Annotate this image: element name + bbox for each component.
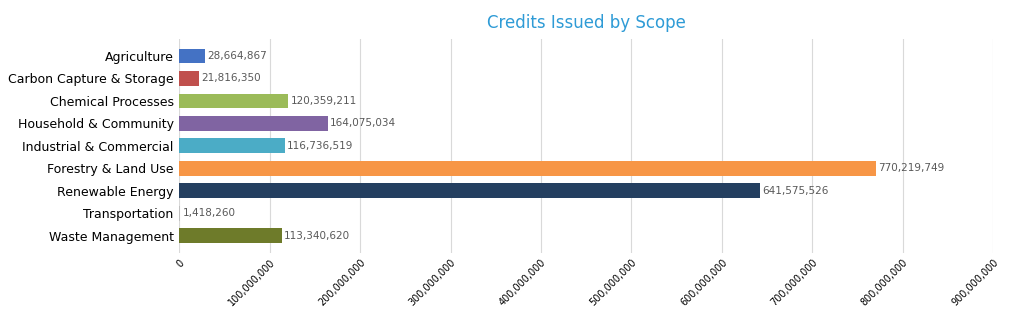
Bar [179,116,328,131]
Bar [179,138,285,153]
Text: 116,736,519: 116,736,519 [288,141,353,151]
Text: 1,418,260: 1,418,260 [183,208,236,218]
Title: Credits Issued by Scope: Credits Issued by Scope [486,14,686,32]
Text: 120,359,211: 120,359,211 [291,96,356,106]
Bar [179,228,282,243]
Text: 113,340,620: 113,340,620 [285,231,350,241]
Bar [179,49,205,63]
Text: 21,816,350: 21,816,350 [202,73,261,83]
Text: 770,219,749: 770,219,749 [879,163,944,173]
Bar [179,94,288,108]
Bar [179,183,760,198]
Bar [179,206,180,221]
Text: 641,575,526: 641,575,526 [762,186,828,196]
Bar [179,71,199,86]
Text: 164,075,034: 164,075,034 [330,118,396,128]
Bar [179,161,876,176]
Text: 28,664,867: 28,664,867 [208,51,267,61]
